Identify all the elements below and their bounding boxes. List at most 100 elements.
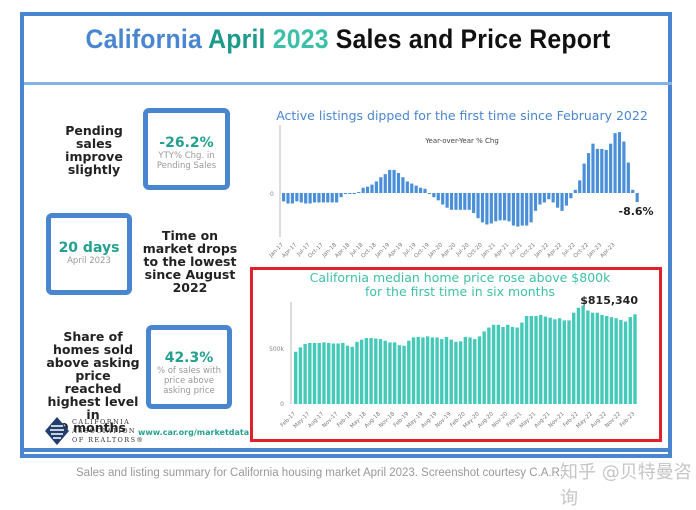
bar	[524, 316, 529, 404]
bar	[533, 193, 538, 211]
bar	[441, 193, 445, 205]
bar	[369, 338, 373, 404]
bar	[405, 181, 409, 193]
bar	[308, 193, 312, 204]
bar	[425, 336, 430, 404]
data-label: -8.6%	[619, 205, 654, 218]
car-logo-text: CALIFORNIA ASSOCIATION OF REALTORS®	[72, 418, 144, 445]
highlight-box	[250, 267, 662, 442]
bar	[355, 341, 359, 404]
bar	[560, 193, 564, 211]
bar	[635, 193, 639, 203]
bar	[542, 193, 546, 203]
bar	[604, 149, 608, 193]
bar	[487, 327, 491, 404]
x-tick-label: Apr-17	[281, 242, 298, 259]
bottom-divider	[24, 448, 672, 452]
price-chart: 0500kFeb-17May-17Aug-17Nov-17Feb-18May-1…	[269, 294, 638, 430]
watermark: 知乎 @贝特曼咨询	[560, 462, 692, 509]
bar	[557, 318, 562, 404]
bar	[473, 339, 477, 404]
bar	[421, 337, 425, 404]
bar	[401, 177, 405, 193]
bar	[294, 351, 298, 404]
bar	[551, 193, 555, 203]
bar	[364, 338, 369, 404]
bar	[317, 342, 321, 404]
logo-line: ASSOCIATION	[72, 427, 137, 435]
bar	[480, 193, 485, 223]
bar	[286, 193, 290, 204]
bar	[548, 317, 552, 404]
bar	[529, 193, 533, 223]
bar	[436, 193, 440, 201]
bar	[345, 345, 350, 404]
title-california: California	[85, 24, 202, 54]
headline-line: since August	[144, 267, 236, 282]
bar	[476, 193, 480, 219]
bar	[419, 187, 423, 193]
y-tick-label: 0	[270, 191, 274, 198]
bar	[491, 324, 496, 404]
report-title: California April 2023 Sales and Price Re…	[28, 24, 668, 55]
bar	[567, 320, 571, 404]
logo-line: CALIFORNIA	[72, 418, 131, 426]
above-asking-sub: % of sales with	[156, 366, 222, 376]
bar	[582, 163, 586, 193]
bar	[520, 193, 524, 226]
price-chart-title: California median home price rose above …	[309, 270, 611, 299]
x-tick-label: Oct-21	[520, 242, 537, 259]
headline-line: improve	[65, 149, 123, 164]
bar	[498, 193, 502, 221]
bar	[378, 339, 383, 404]
bar	[374, 181, 378, 193]
bar	[339, 193, 343, 198]
above-asking-value: 42.3%	[164, 350, 214, 366]
bar	[303, 344, 307, 404]
bar	[407, 340, 411, 404]
above-asking-headline: Share of homes sold above asking price r…	[46, 330, 140, 434]
bar	[410, 183, 414, 193]
bar	[388, 342, 392, 404]
bar	[538, 193, 542, 205]
bar	[600, 314, 604, 404]
data-label: $815,340	[580, 294, 638, 307]
bar	[449, 339, 453, 404]
y-tick-label: 500k	[269, 346, 284, 353]
bar	[520, 322, 524, 404]
bar	[348, 193, 352, 195]
bar	[613, 133, 617, 193]
bar	[330, 193, 334, 203]
bar	[326, 342, 331, 404]
bar	[282, 193, 286, 202]
bar	[578, 180, 582, 193]
bar	[312, 193, 317, 203]
bar	[494, 193, 498, 222]
bar	[467, 193, 471, 210]
x-tick-label: Feb-23	[619, 411, 637, 429]
bar	[383, 340, 387, 404]
image-caption: Sales and listing summary for California…	[76, 467, 564, 479]
bar	[365, 186, 370, 193]
headline-line: homes sold	[52, 342, 134, 357]
bar	[501, 327, 505, 404]
above-asking-sub: price above	[164, 376, 214, 386]
bar	[326, 193, 330, 203]
x-tick-label: Apr-21	[493, 242, 510, 259]
bar	[586, 310, 590, 404]
bar	[463, 336, 468, 404]
bar	[361, 187, 365, 193]
bar	[414, 185, 418, 193]
market-data-link[interactable]: www.car.org/marketdata	[138, 428, 250, 437]
bar	[564, 193, 569, 206]
bar	[605, 316, 609, 404]
bar	[359, 339, 364, 404]
bar	[502, 193, 507, 221]
bar	[411, 337, 416, 404]
headline-line: sales	[75, 136, 113, 151]
title-year: 2023	[272, 24, 329, 54]
bar	[562, 320, 566, 404]
bar	[458, 193, 462, 210]
headline-line: 9 months	[60, 420, 126, 435]
bar	[350, 346, 354, 404]
